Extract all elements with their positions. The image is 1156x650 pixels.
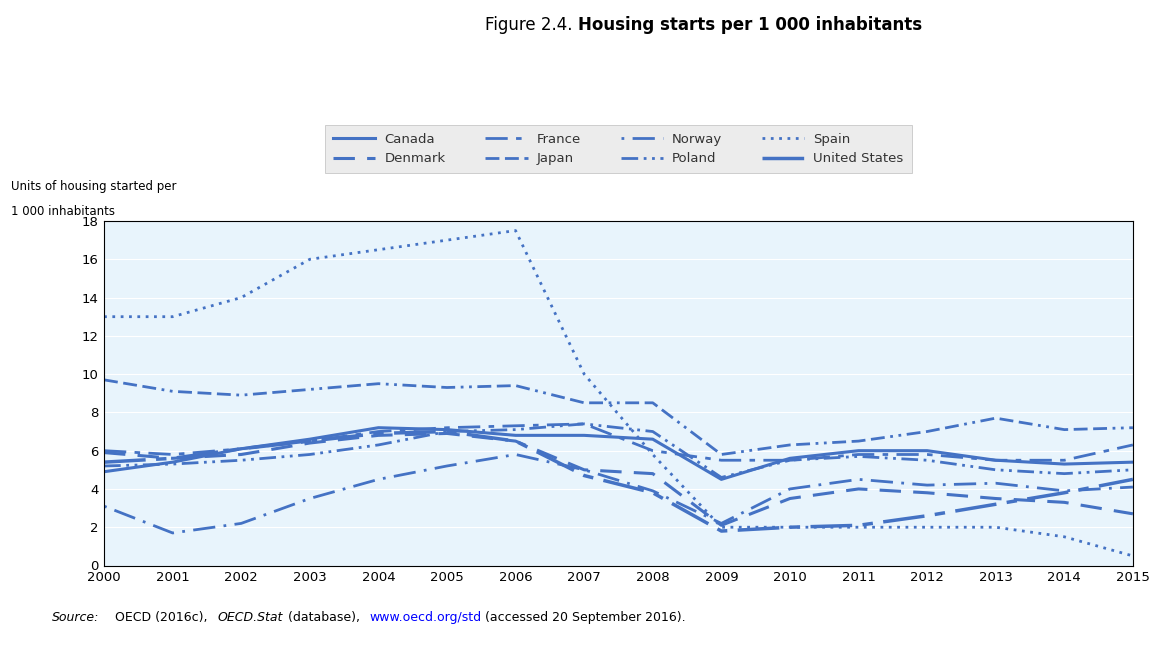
Text: OECD.Stat: OECD.Stat xyxy=(217,611,283,624)
Text: (database),: (database), xyxy=(284,611,364,624)
Text: Source:: Source: xyxy=(52,611,99,624)
Text: Housing starts per 1 000 inhabitants: Housing starts per 1 000 inhabitants xyxy=(578,16,922,34)
Text: www.oecd.org/std: www.oecd.org/std xyxy=(370,611,482,624)
Text: Units of housing started per: Units of housing started per xyxy=(12,181,177,194)
Text: 1 000 inhabitants: 1 000 inhabitants xyxy=(12,205,116,218)
Text: (accessed 20 September 2016).: (accessed 20 September 2016). xyxy=(481,611,686,624)
Legend: Canada, Denmark, France, Japan, Norway, Poland, Spain, United States: Canada, Denmark, France, Japan, Norway, … xyxy=(325,125,912,173)
Text: OECD (2016c),: OECD (2016c), xyxy=(111,611,212,624)
Text: Figure 2.4.: Figure 2.4. xyxy=(486,16,578,34)
